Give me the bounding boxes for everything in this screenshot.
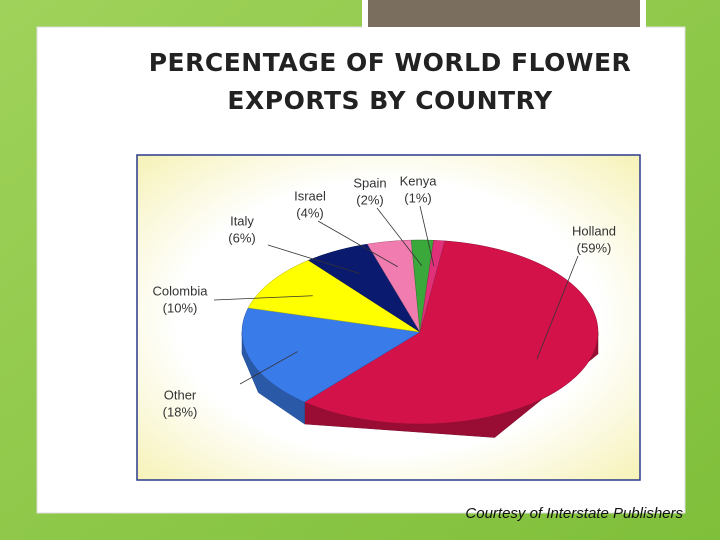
value-label: (4%) — [296, 205, 323, 220]
chart-title: PERCENTAGE OF WORLD FLOWER EXPORTS BY CO… — [148, 48, 632, 115]
value-label: (1%) — [404, 190, 431, 205]
value-label: (18%) — [163, 404, 198, 419]
value-label: (6%) — [228, 230, 255, 245]
category-label: Colombia — [153, 283, 209, 298]
value-label: (10%) — [163, 300, 198, 315]
leader-line — [536, 255, 579, 360]
title-box: PERCENTAGE OF WORLD FLOWER EXPORTS BY CO… — [148, 48, 632, 115]
leader-line — [419, 205, 435, 267]
slice — [304, 240, 599, 425]
category-label: Spain — [353, 175, 386, 190]
source-caption: Courtesy of Interstate Publishers — [465, 505, 683, 522]
slice — [366, 239, 421, 333]
slice — [411, 239, 434, 333]
category-label: Italy — [230, 213, 254, 228]
value-label: (2%) — [356, 192, 383, 207]
leader-line — [267, 244, 360, 274]
leader-line — [317, 220, 398, 268]
tab — [368, 0, 640, 27]
category-label: Other — [164, 387, 197, 402]
category-label: Holland — [572, 223, 616, 238]
slice — [241, 307, 421, 403]
slice — [247, 260, 421, 333]
value-label: (59%) — [577, 240, 612, 255]
category-label: Kenya — [400, 173, 438, 188]
leader-line — [376, 207, 423, 267]
leader-line — [213, 295, 313, 301]
category-label: Israel — [294, 188, 326, 203]
pie-chart: Holland (59%) Other (18%) Colombia (10%) Italy… — [153, 173, 616, 438]
leader-line — [239, 351, 298, 385]
